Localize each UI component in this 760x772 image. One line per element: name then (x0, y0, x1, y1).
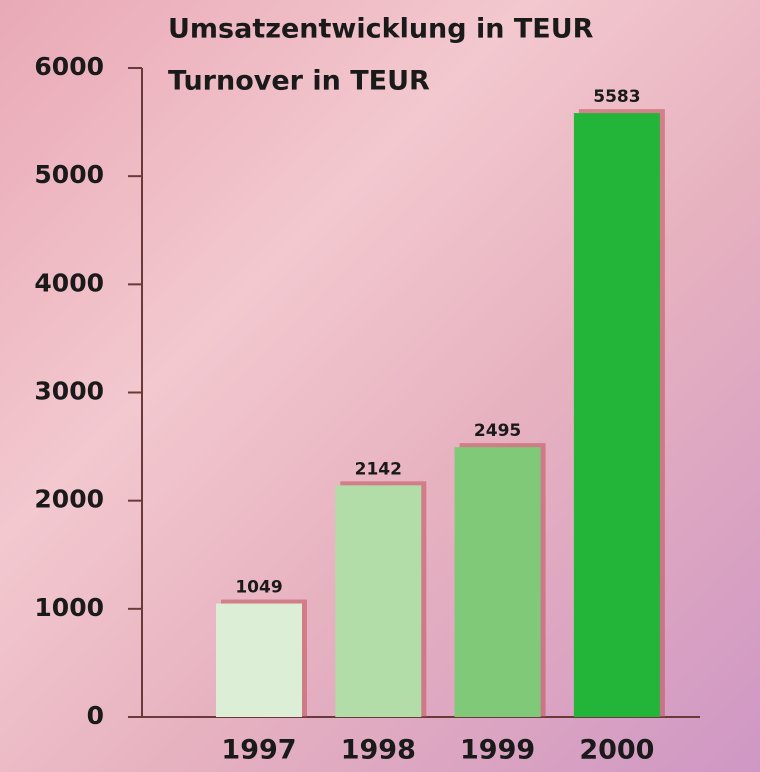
data-label: 1049 (235, 578, 282, 598)
bar (335, 485, 422, 717)
bar (216, 603, 302, 717)
x-tick-label: 2000 (579, 735, 654, 766)
data-label: 2142 (355, 459, 402, 479)
y-tick-label: 0 (87, 701, 104, 730)
y-tick-label: 1000 (34, 593, 104, 622)
chart-subtitle: Turnover in TEUR (168, 66, 430, 97)
x-tick-label: 1999 (460, 735, 535, 766)
data-label: 2495 (474, 421, 521, 441)
bar (573, 113, 660, 718)
y-tick-label: 4000 (34, 268, 104, 297)
x-tick-label: 1998 (341, 735, 416, 766)
y-tick-label: 5000 (34, 160, 104, 189)
x-tick-label: 1997 (221, 735, 296, 766)
chart-title: Umsatzentwicklung in TEUR (168, 14, 594, 45)
y-tick-label: 3000 (34, 377, 104, 406)
bar (454, 447, 541, 717)
data-label: 5583 (593, 87, 640, 107)
y-tick-label: 2000 (34, 485, 104, 514)
y-tick-label: 6000 (34, 52, 104, 81)
